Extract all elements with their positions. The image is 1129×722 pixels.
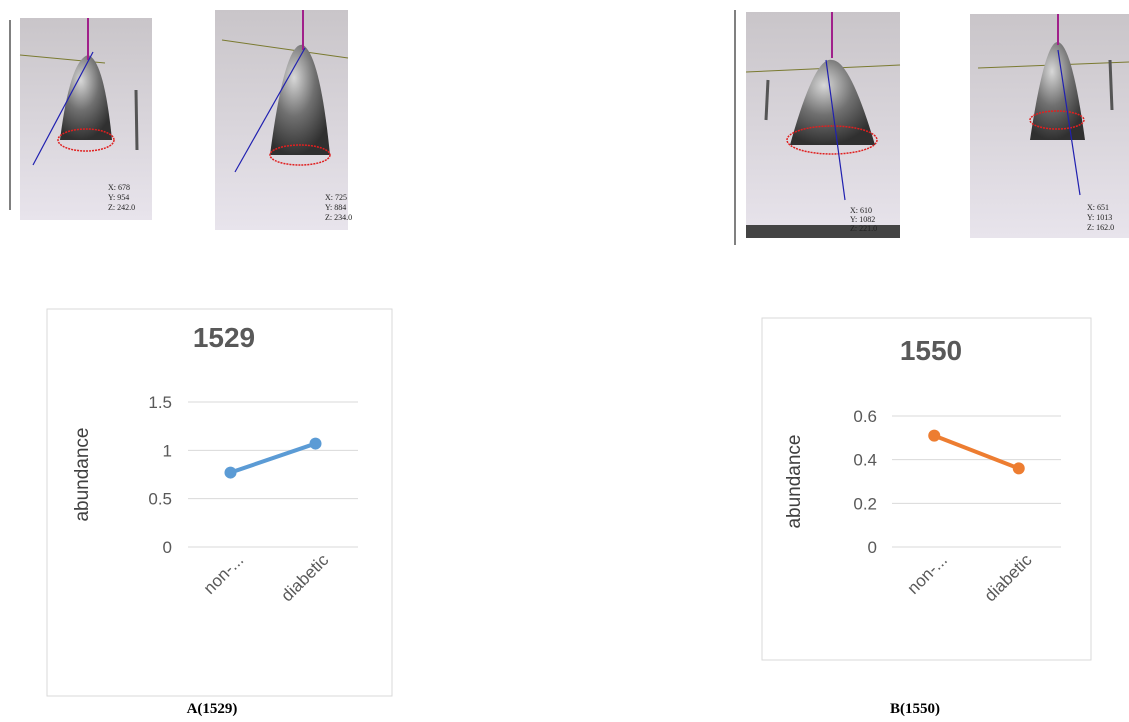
spot-image: X: 651 Y: 1013 Z: 162.0 (970, 14, 1129, 238)
coord-x: X: 610 (850, 206, 872, 215)
data-point (309, 437, 322, 450)
chart-title: 1550 (900, 335, 962, 366)
coord-x: X: 678 (108, 183, 130, 192)
y-tick-label: 0 (163, 538, 172, 557)
coord-x: X: 725 (325, 193, 347, 202)
coord-z: Z: 221.0 (850, 224, 877, 233)
data-point (928, 429, 941, 442)
y-axis-label: abundance (784, 434, 805, 528)
coord-z: Z: 234.0 (325, 213, 352, 222)
chart-title: 1529 (193, 322, 255, 353)
coord-y: Y: 1082 (850, 215, 875, 224)
y-tick-label: 0.2 (853, 494, 877, 513)
spot-image: X: 678 Y: 954 Z: 242.0 (9, 18, 152, 220)
spot-image: X: 610 Y: 1082 Z: 221.0 (734, 10, 901, 245)
coord-z: Z: 242.0 (108, 203, 135, 212)
y-tick-label: 0.5 (148, 490, 172, 509)
caption: A(1529) (187, 701, 238, 717)
chart-frame (46, 308, 393, 697)
spot-image: X: 725 Y: 884 Z: 234.0 (215, 10, 352, 230)
series-line (229, 441, 317, 475)
y-axis-label: abundance (72, 427, 93, 521)
caption: B(1550) (890, 701, 940, 717)
coord-z: Z: 162.0 (1087, 223, 1114, 232)
chart-frame (761, 317, 1092, 661)
coord-y: Y: 954 (108, 193, 129, 202)
y-tick-label: 0.6 (853, 407, 877, 426)
data-point (1012, 462, 1025, 475)
series-line (933, 433, 1020, 471)
coord-y: Y: 1013 (1087, 213, 1112, 222)
data-point (224, 466, 237, 479)
y-tick-label: 1.5 (148, 393, 172, 412)
y-tick-label: 0.4 (853, 451, 877, 470)
coord-x: X: 651 (1087, 203, 1109, 212)
coord-y: Y: 884 (325, 203, 346, 212)
y-tick-label: 0 (868, 538, 877, 557)
y-tick-label: 1 (163, 441, 172, 460)
